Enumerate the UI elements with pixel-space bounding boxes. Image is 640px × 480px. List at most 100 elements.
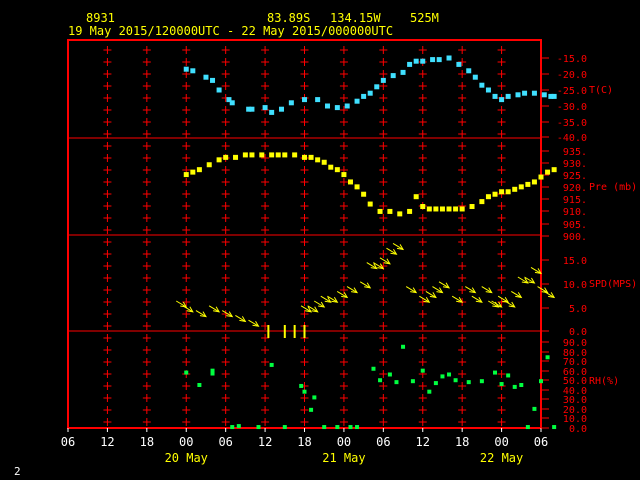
temp-point: [269, 109, 275, 115]
pressure-point: [269, 152, 275, 158]
wind-arrow-head: [396, 244, 405, 251]
wind-arrow-head: [370, 263, 378, 270]
y-tick-label: 90.0: [563, 338, 587, 349]
pressure-point: [407, 208, 413, 214]
pressure-point: [538, 174, 544, 180]
wind-arrow: [451, 295, 464, 303]
y-tick-label: 5.0: [569, 304, 587, 315]
temp-point: [499, 97, 505, 103]
elevation: 525M: [410, 11, 439, 25]
pressure-point: [413, 194, 419, 200]
x-tick-label: 18: [455, 435, 469, 449]
rh-point: [433, 381, 438, 386]
rh-point: [230, 425, 235, 430]
temp-point: [226, 97, 232, 103]
grid-crosses: [103, 46, 506, 426]
wind-arrow-shaft: [465, 286, 476, 294]
pressure-point: [302, 154, 307, 160]
wind-arrow: [379, 257, 391, 265]
temp-point: [288, 100, 294, 106]
wind-arrow: [175, 300, 188, 308]
y-tick-label: 915.: [563, 195, 587, 206]
temp-point: [551, 93, 557, 99]
rh-point: [519, 383, 524, 387]
pressure-point: [426, 206, 432, 212]
rh-point: [512, 384, 517, 389]
wind-arrow: [182, 305, 194, 313]
rh-point: [387, 372, 392, 377]
wind-arrow: [248, 319, 260, 327]
y-tick-label: 80.0: [563, 348, 587, 359]
wind-arrow: [327, 295, 339, 303]
wind-arrow-shaft: [221, 310, 233, 318]
pressure-point: [551, 167, 557, 173]
wind-arrow-head: [213, 306, 221, 313]
wind-arrow-head: [331, 296, 339, 303]
wind-arrow: [432, 286, 444, 294]
temp-point: [380, 77, 386, 83]
pressure-point: [196, 167, 202, 173]
wind-arrow-head: [436, 287, 444, 294]
rh-point: [539, 379, 543, 384]
wind-arrow: [465, 286, 477, 294]
wind-arrow-head: [239, 316, 247, 323]
temp-point: [420, 58, 426, 64]
wind-arrow-shaft: [336, 290, 348, 298]
wind-arrow: [313, 300, 326, 308]
temp-point: [262, 105, 268, 111]
x-tick-label: 12: [258, 435, 272, 449]
temp-point: [492, 93, 498, 99]
wind-arrow-head: [383, 258, 391, 265]
temp-point: [466, 68, 472, 74]
pressure-point: [525, 181, 531, 187]
x-tick-label: 12: [100, 435, 114, 449]
pressure-point: [479, 199, 485, 205]
wind-arrow-head: [528, 277, 536, 284]
wind-arrow: [491, 300, 503, 308]
y-tick-label: 60.0: [563, 367, 587, 378]
y-tick-label: 10.0: [563, 280, 587, 291]
wind-arrow-shaft: [425, 290, 437, 298]
rh-point: [210, 371, 215, 376]
y-tick-label: 910.: [563, 207, 587, 218]
rh-point: [269, 362, 274, 367]
pressure-point: [446, 206, 452, 212]
wind-arrow-shaft: [386, 247, 397, 255]
wind-arrow-head: [199, 311, 207, 318]
rh-point: [371, 366, 376, 371]
wind-arrow-shaft: [175, 300, 187, 308]
pressure-point: [249, 152, 255, 158]
wind-arrow-shaft: [195, 310, 207, 318]
rh-point: [453, 378, 458, 383]
rh-point: [302, 389, 307, 394]
pressure-point: [292, 152, 298, 158]
rh-point: [348, 425, 353, 430]
wind-arrow: [366, 262, 378, 270]
wind-arrow: [195, 310, 207, 318]
wind-arrow-shaft: [346, 286, 358, 294]
wind-arrow-head: [515, 292, 523, 299]
temp-point: [541, 92, 547, 98]
rh-point: [256, 425, 261, 430]
rh-point: [545, 355, 550, 360]
pressure-point: [334, 167, 340, 173]
pressure-point: [347, 179, 353, 185]
pressure-point: [242, 152, 248, 158]
wind-arrow-shaft: [517, 276, 529, 284]
pressure-point: [453, 206, 459, 212]
temp-point: [522, 90, 528, 96]
temp-point: [246, 106, 252, 112]
wind-arrow-shaft: [208, 305, 220, 313]
y-tick-label: 70.0: [563, 357, 587, 368]
wind-arrow-shaft: [248, 319, 259, 327]
wind-arrow: [504, 300, 516, 308]
rh-point: [525, 425, 530, 430]
wind-arrow: [471, 295, 483, 303]
wind-arrow: [300, 305, 313, 313]
temp-point: [505, 93, 511, 99]
wind-arrow: [438, 281, 451, 289]
wind-arrow: [511, 290, 523, 299]
x-tick-label: 00: [494, 435, 508, 449]
temp-point: [367, 90, 373, 96]
